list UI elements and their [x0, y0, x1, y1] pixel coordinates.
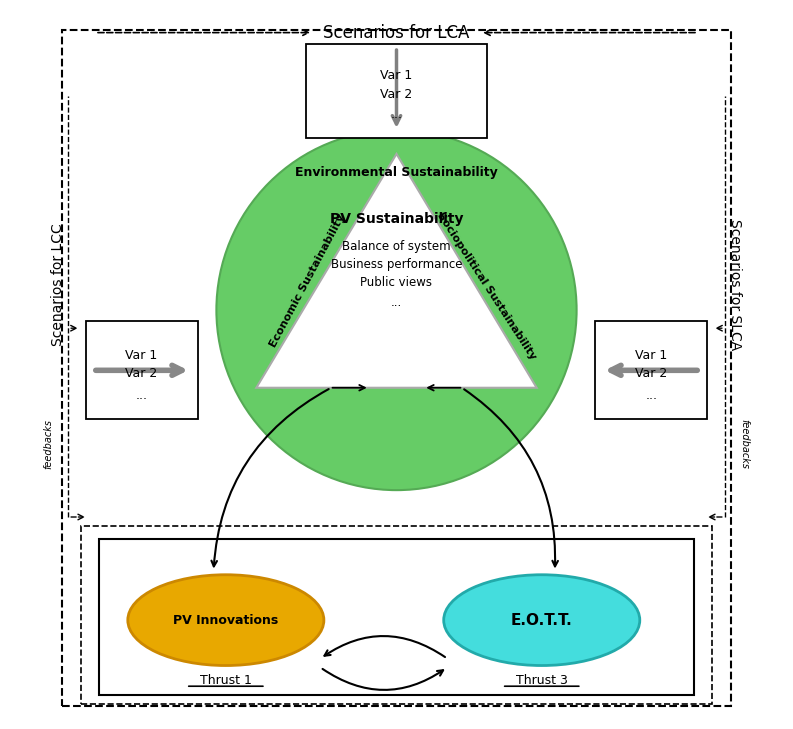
Text: Environmental Sustainability: Environmental Sustainability	[295, 166, 498, 179]
Text: Var 2: Var 2	[381, 88, 412, 101]
Text: ...: ...	[390, 108, 403, 121]
Text: Var 2: Var 2	[125, 367, 158, 381]
FancyBboxPatch shape	[306, 44, 487, 138]
Text: PV Sustainability: PV Sustainability	[330, 212, 463, 226]
Text: Economic Sustainability: Economic Sustainability	[269, 213, 347, 349]
Text: Thrust 1: Thrust 1	[200, 674, 251, 687]
Polygon shape	[256, 154, 537, 388]
Text: feedbacks: feedbacks	[44, 419, 54, 469]
Text: Business performance: Business performance	[331, 258, 462, 270]
Text: Var 2: Var 2	[635, 367, 668, 381]
Ellipse shape	[444, 574, 640, 666]
Text: Var 1: Var 1	[635, 348, 668, 362]
Text: E.O.T.T.: E.O.T.T.	[511, 612, 573, 628]
FancyBboxPatch shape	[86, 321, 198, 419]
Ellipse shape	[128, 574, 324, 666]
Text: Var 1: Var 1	[125, 348, 158, 362]
Text: Var 1: Var 1	[381, 69, 412, 82]
Text: ...: ...	[136, 389, 147, 402]
Text: Scenarios for SLCA: Scenarios for SLCA	[728, 219, 742, 350]
Text: Scenarios for LCA: Scenarios for LCA	[324, 23, 469, 42]
Circle shape	[216, 130, 577, 490]
Text: ...: ...	[391, 296, 402, 309]
Text: ...: ...	[646, 389, 657, 402]
Text: Balance of system: Balance of system	[343, 240, 450, 253]
Text: Sociopolitical Sustainability: Sociopolitical Sustainability	[435, 211, 538, 362]
Text: PV Innovations: PV Innovations	[173, 614, 278, 627]
Text: feedbacks: feedbacks	[739, 419, 749, 469]
Text: Public views: Public views	[361, 276, 432, 289]
Text: Scenarios for LCC: Scenarios for LCC	[51, 223, 65, 346]
FancyBboxPatch shape	[595, 321, 707, 419]
FancyBboxPatch shape	[99, 539, 694, 695]
Text: Thrust 3: Thrust 3	[515, 674, 568, 687]
